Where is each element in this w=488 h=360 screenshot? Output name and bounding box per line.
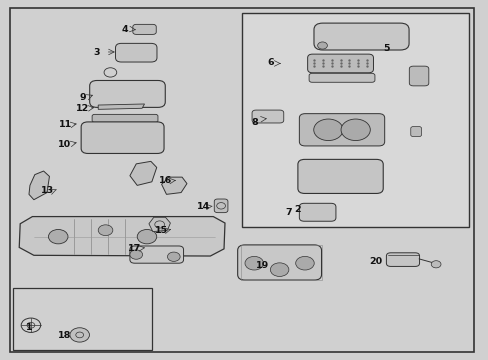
FancyBboxPatch shape — [214, 199, 227, 213]
FancyBboxPatch shape — [307, 54, 373, 73]
Text: 15: 15 — [155, 226, 168, 235]
FancyBboxPatch shape — [251, 110, 283, 123]
Text: 17: 17 — [128, 244, 141, 253]
Text: 3: 3 — [93, 48, 100, 57]
Circle shape — [98, 225, 113, 235]
Text: 6: 6 — [266, 58, 273, 67]
FancyBboxPatch shape — [299, 203, 335, 221]
Text: 8: 8 — [251, 118, 258, 127]
Text: 14: 14 — [196, 202, 209, 211]
Text: 2: 2 — [293, 205, 300, 214]
FancyBboxPatch shape — [313, 23, 408, 50]
FancyBboxPatch shape — [386, 253, 419, 266]
Text: 12: 12 — [76, 104, 89, 113]
Text: 7: 7 — [285, 208, 291, 217]
Circle shape — [317, 42, 327, 49]
Bar — [13, 288, 152, 350]
FancyBboxPatch shape — [237, 245, 321, 280]
Circle shape — [130, 250, 142, 259]
Polygon shape — [149, 217, 170, 231]
FancyBboxPatch shape — [410, 127, 421, 136]
Text: 19: 19 — [256, 261, 269, 270]
Polygon shape — [161, 177, 186, 194]
Text: 20: 20 — [369, 257, 382, 266]
Circle shape — [244, 256, 263, 270]
Text: 5: 5 — [383, 44, 389, 53]
Circle shape — [270, 263, 288, 276]
FancyBboxPatch shape — [81, 122, 163, 153]
FancyBboxPatch shape — [408, 66, 428, 86]
Text: 10: 10 — [58, 140, 70, 149]
FancyBboxPatch shape — [130, 246, 183, 263]
FancyBboxPatch shape — [115, 43, 157, 62]
Text: 13: 13 — [41, 185, 54, 194]
Text: 4: 4 — [122, 25, 128, 34]
FancyBboxPatch shape — [92, 114, 158, 122]
Circle shape — [340, 119, 369, 140]
Text: 18: 18 — [58, 332, 72, 341]
FancyBboxPatch shape — [89, 81, 165, 107]
FancyBboxPatch shape — [308, 73, 374, 82]
Text: 11: 11 — [58, 120, 72, 129]
Polygon shape — [130, 161, 157, 185]
Text: 16: 16 — [159, 176, 172, 185]
Circle shape — [295, 256, 314, 270]
Text: 1: 1 — [25, 323, 32, 332]
Polygon shape — [19, 217, 224, 256]
Text: 9: 9 — [79, 93, 86, 102]
Bar — [242, 13, 468, 226]
Circle shape — [137, 229, 157, 244]
FancyBboxPatch shape — [297, 159, 383, 193]
Circle shape — [70, 328, 89, 342]
Polygon shape — [29, 171, 49, 200]
FancyBboxPatch shape — [133, 24, 156, 35]
Polygon shape — [98, 104, 144, 109]
Circle shape — [430, 261, 440, 268]
Circle shape — [313, 119, 342, 140]
Circle shape — [48, 229, 68, 244]
FancyBboxPatch shape — [299, 114, 384, 146]
Circle shape — [167, 252, 180, 261]
